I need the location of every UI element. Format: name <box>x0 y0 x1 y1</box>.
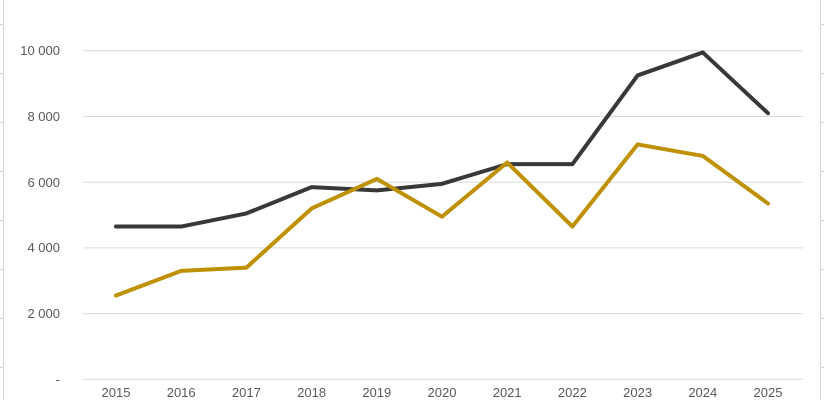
x-tick-label: 2017 <box>231 385 261 400</box>
y-tick-label: 6 000 <box>27 174 60 190</box>
x-tick-label: 2016 <box>166 385 196 400</box>
x-tick-label: 2015 <box>101 385 131 400</box>
y-tick-label: 2 000 <box>27 306 60 322</box>
dark-series-line <box>114 50 770 229</box>
y-tick-label: 10 000 <box>20 43 60 59</box>
x-tick-label: 2025 <box>753 385 783 400</box>
x-tick-label: 2023 <box>623 385 653 400</box>
y-tick-label: - <box>55 371 60 387</box>
gold-series-line <box>114 142 770 298</box>
x-tick-label: 2019 <box>362 385 392 400</box>
y-tick-label: 4 000 <box>27 240 60 256</box>
x-tick-label: 2018 <box>297 385 327 400</box>
y-tick-label: 8 000 <box>27 109 60 124</box>
x-tick-label: 2021 <box>492 385 522 400</box>
x-tick-label: 2022 <box>557 385 587 400</box>
x-tick-label: 2024 <box>688 385 718 400</box>
x-tick-label: 2020 <box>427 385 457 400</box>
